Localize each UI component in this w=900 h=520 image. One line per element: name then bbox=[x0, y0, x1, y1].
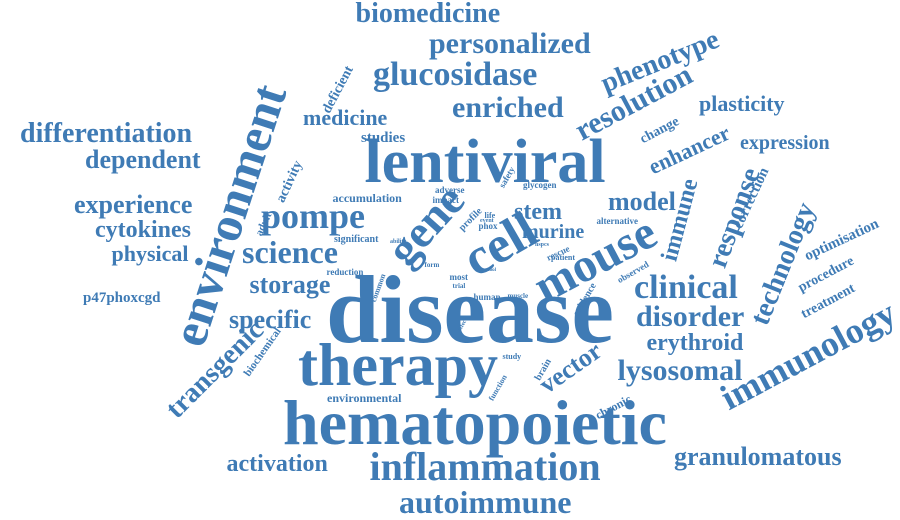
word-erythroid: erythroid bbox=[646, 330, 744, 356]
word-activation: activation bbox=[226, 451, 328, 477]
word-tool: tool bbox=[488, 267, 497, 273]
word-murine: murine bbox=[522, 221, 585, 243]
word-study: study bbox=[502, 352, 522, 361]
word-biomedicine: biomedicine bbox=[355, 0, 501, 29]
word-form: form bbox=[424, 260, 440, 269]
word-p47phoxcgd: p47phoxcgd bbox=[83, 289, 161, 306]
word-environmental: environmental bbox=[327, 391, 402, 405]
word-clinical: clinical bbox=[634, 269, 738, 306]
word-granulomatous: granulomatous bbox=[674, 442, 842, 471]
word-glycogen: glycogen bbox=[523, 179, 557, 190]
word-most: most bbox=[449, 271, 469, 282]
word-enriched: enriched bbox=[452, 91, 564, 124]
word-glucosidase: glucosidase bbox=[373, 56, 538, 93]
word-event: event bbox=[480, 218, 494, 224]
word-plasticity: plasticity bbox=[699, 91, 785, 116]
word-alternative: alternative bbox=[596, 215, 638, 226]
word-therapy: therapy bbox=[298, 332, 498, 398]
word-muscle: muscle bbox=[507, 291, 529, 300]
word-storage: storage bbox=[249, 270, 331, 299]
word-pompe: pompe bbox=[261, 196, 366, 236]
word-model: model bbox=[608, 187, 676, 216]
word-expression: expression bbox=[740, 132, 830, 154]
word-autoimmune: autoimmune bbox=[399, 484, 572, 520]
word-disease: disease bbox=[326, 256, 614, 363]
word-stem: stem bbox=[514, 199, 562, 225]
word-studies: studies bbox=[361, 129, 406, 146]
word-hspcs: hspcs bbox=[535, 242, 550, 248]
word-impact: impact bbox=[432, 194, 460, 205]
word-life: life bbox=[484, 211, 496, 220]
word-medicine: medicine bbox=[303, 105, 388, 130]
word-science: science bbox=[242, 234, 338, 270]
word-patient: patient bbox=[551, 253, 575, 262]
word-cytokines: cytokines bbox=[95, 217, 191, 243]
word-disorder: disorder bbox=[636, 300, 745, 333]
word-ability: ability bbox=[390, 239, 407, 245]
word-differentiation: differentiation bbox=[20, 118, 193, 149]
word-reduction: reduction bbox=[326, 266, 364, 277]
word-trial: trial bbox=[452, 281, 466, 290]
word-inflammation: inflammation bbox=[369, 444, 601, 489]
word-dependent: dependent bbox=[85, 145, 201, 174]
word-adverse: adverse bbox=[435, 184, 465, 195]
word-specific: specific bbox=[229, 305, 312, 334]
word-significant: significant bbox=[334, 234, 379, 245]
word-accumulation: accumulation bbox=[332, 191, 402, 205]
word-hematopoietic: hematopoietic bbox=[283, 387, 667, 458]
word-physical: physical bbox=[111, 241, 189, 266]
word-human: human bbox=[473, 291, 501, 302]
word-lentiviral: lentiviral bbox=[364, 128, 606, 196]
word-lysosomal: lysosomal bbox=[617, 354, 743, 387]
word-experience: experience bbox=[74, 190, 193, 219]
word-phox: phox bbox=[478, 220, 498, 231]
word-personalized: personalized bbox=[429, 27, 591, 60]
